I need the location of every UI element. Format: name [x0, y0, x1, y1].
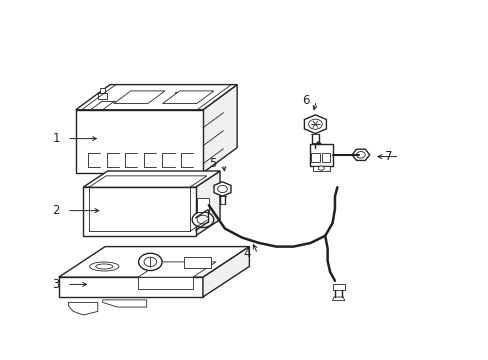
Text: 3: 3 [52, 278, 60, 291]
Polygon shape [309, 144, 332, 166]
Polygon shape [89, 176, 206, 187]
Text: 4: 4 [243, 247, 250, 260]
Bar [311, 153, 320, 162]
Polygon shape [214, 182, 230, 196]
Polygon shape [312, 166, 329, 171]
Text: 1: 1 [52, 132, 60, 145]
Polygon shape [59, 277, 203, 297]
Circle shape [192, 212, 213, 228]
Polygon shape [138, 277, 192, 289]
Polygon shape [332, 297, 344, 301]
Bar [322, 153, 329, 162]
Polygon shape [102, 300, 146, 307]
Ellipse shape [89, 262, 119, 271]
Bar [184, 257, 211, 268]
Circle shape [356, 152, 365, 158]
Polygon shape [59, 247, 249, 277]
Circle shape [308, 119, 322, 129]
Polygon shape [195, 171, 220, 236]
Circle shape [217, 185, 227, 193]
Bar [174, 92, 183, 96]
Circle shape [318, 166, 324, 170]
Polygon shape [197, 198, 208, 212]
Polygon shape [76, 85, 237, 110]
Polygon shape [203, 85, 237, 173]
Ellipse shape [96, 264, 113, 269]
Circle shape [138, 253, 162, 271]
Polygon shape [304, 115, 326, 134]
Polygon shape [162, 91, 214, 104]
Polygon shape [83, 171, 220, 187]
Text: 5: 5 [208, 157, 216, 170]
Bar [100, 88, 105, 93]
Text: 6: 6 [301, 94, 309, 107]
Text: 2: 2 [52, 204, 60, 217]
Text: 7: 7 [384, 150, 392, 163]
Polygon shape [332, 284, 344, 290]
Bar [98, 93, 107, 99]
Polygon shape [76, 110, 203, 173]
Polygon shape [203, 247, 249, 297]
Polygon shape [83, 187, 195, 236]
Polygon shape [68, 302, 98, 315]
Polygon shape [113, 91, 165, 104]
Polygon shape [351, 149, 369, 161]
Circle shape [197, 215, 208, 224]
Circle shape [143, 257, 156, 266]
Polygon shape [138, 262, 216, 277]
